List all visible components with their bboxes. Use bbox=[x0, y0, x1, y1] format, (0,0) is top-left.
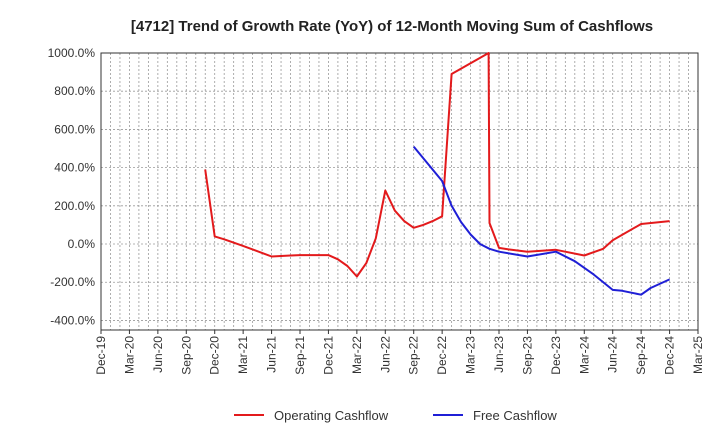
y-tick-label: -400.0% bbox=[50, 313, 95, 327]
y-tick-label: 600.0% bbox=[54, 122, 95, 136]
y-tick-label: 1000.0% bbox=[48, 46, 96, 60]
x-axis-ticks: Dec-19 Mar-20 Jun-20 Sep-20 Dec-20 Mar-21 Jun-… bbox=[94, 330, 705, 375]
y-tick-label: 0.0% bbox=[68, 237, 96, 251]
x-tick-label: Mar-20 bbox=[122, 336, 136, 374]
x-tick-label: Jun-20 bbox=[151, 336, 165, 373]
x-tick-label: Jun-21 bbox=[265, 336, 279, 373]
y-tick-label: 400.0% bbox=[54, 161, 95, 175]
chart-title: [4712] Trend of Growth Rate (YoY) of 12-… bbox=[131, 18, 653, 35]
x-tick-label: Jun-24 bbox=[606, 336, 620, 373]
x-tick-label: Mar-25 bbox=[691, 336, 705, 374]
x-tick-label: Mar-23 bbox=[464, 336, 478, 374]
legend-label: Free Cashflow bbox=[473, 408, 557, 423]
x-tick-label: Sep-23 bbox=[520, 336, 534, 375]
series-layer bbox=[204, 52, 671, 296]
legend-label: Operating Cashflow bbox=[274, 408, 389, 423]
series-line-operating-cashflow bbox=[204, 52, 670, 278]
grid-layer bbox=[101, 53, 698, 330]
x-tick-label: Dec-20 bbox=[208, 336, 222, 375]
y-axis-ticks: 1000.0% 800.0% 600.0% 400.0% 200.0% 0.0% -200.… bbox=[48, 46, 96, 327]
x-tick-label: Jun-22 bbox=[378, 336, 392, 373]
x-tick-label: Jun-23 bbox=[492, 336, 506, 373]
legend: Operating Cashflow Free Cashflow bbox=[234, 408, 557, 423]
y-tick-label: 800.0% bbox=[54, 84, 95, 98]
x-tick-label: Sep-24 bbox=[634, 336, 648, 375]
x-tick-label: Dec-21 bbox=[321, 336, 335, 375]
x-tick-label: Dec-22 bbox=[435, 336, 449, 375]
x-tick-label: Dec-24 bbox=[663, 336, 677, 375]
y-tick-label: -200.0% bbox=[50, 275, 95, 289]
x-tick-label: Sep-22 bbox=[407, 336, 421, 375]
x-tick-label: Sep-21 bbox=[293, 336, 307, 375]
x-tick-label: Dec-19 bbox=[94, 336, 108, 375]
x-tick-label: Mar-22 bbox=[350, 336, 364, 374]
y-tick-label: 200.0% bbox=[54, 199, 95, 213]
x-tick-label: Mar-24 bbox=[577, 336, 591, 374]
series-line-free-cashflow bbox=[412, 145, 671, 296]
x-tick-label: Sep-20 bbox=[179, 336, 193, 375]
plot-area-frame bbox=[100, 52, 699, 331]
x-tick-label: Dec-23 bbox=[549, 336, 563, 375]
x-tick-label: Mar-21 bbox=[236, 336, 250, 374]
